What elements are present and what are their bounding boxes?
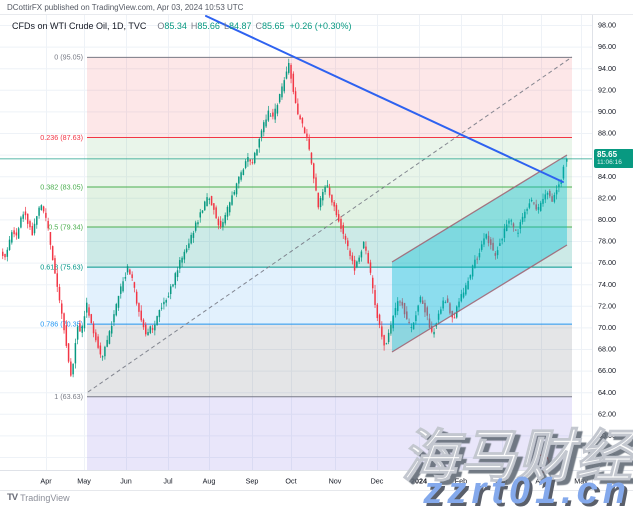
time-axis-label: Oct xyxy=(285,477,296,486)
channel-upper-line xyxy=(391,154,568,263)
parallel-channel[interactable] xyxy=(391,154,568,353)
price-axis-label: 72.00 xyxy=(598,301,616,310)
time-axis-label: May xyxy=(77,477,91,486)
fib-retracement-bands[interactable] xyxy=(87,56,572,470)
annotation-ellipse[interactable] xyxy=(531,453,552,475)
price-axis-label: 82.00 xyxy=(598,193,616,202)
price-axis-label: 80.00 xyxy=(598,215,616,224)
last-price-badge: 85.65 11:06:16 xyxy=(594,148,633,168)
fib-band xyxy=(87,226,572,267)
price-axis-label: 60.00 xyxy=(598,431,616,440)
price-axis-label: 74.00 xyxy=(598,280,616,289)
price-axis-label: 68.00 xyxy=(598,345,616,354)
tradingview-logo[interactable]: TV TradingView xyxy=(7,492,70,503)
change-value: +0.26 (+0.30%) xyxy=(289,21,352,31)
tradingview-logo-label: TradingView xyxy=(20,492,70,503)
fib-level-label: 0.236 (87.63) xyxy=(40,133,83,142)
ohlc-open-key: O xyxy=(157,21,165,31)
ohlc-close-key: C xyxy=(255,21,262,31)
ohlc-low-value: 84.87 xyxy=(228,21,252,31)
price-axis-label: 92.00 xyxy=(598,85,616,94)
ohlc-open-value: 85.34 xyxy=(164,21,187,31)
time-axis-label: Aug xyxy=(203,477,216,486)
fib-levels[interactable]: 0 (95.05) 0.236 (87.63) 0.382 (83.05) 0.5 (… xyxy=(40,53,572,401)
price-axis-label: 94.00 xyxy=(598,64,616,73)
published-bar: DCottirFX published on TradingView.com, … xyxy=(0,0,633,15)
fib-band xyxy=(87,136,572,187)
ohlc-high-value: 85.66 xyxy=(197,21,220,31)
price-axis[interactable]: 98.0096.0094.0092.0090.0088.0086.0084.00… xyxy=(598,21,616,462)
candlestick-series xyxy=(2,58,568,378)
bar-countdown: 11:06:16 xyxy=(597,159,622,167)
fib-band xyxy=(87,56,572,137)
symbol-title: CFDs on WTI Crude Oil, 1D, TVC xyxy=(12,21,147,31)
fib-level-label: 0.382 (83.05) xyxy=(40,182,83,191)
fib-level-label: 0 (95.05) xyxy=(54,53,83,62)
price-axis-label: 96.00 xyxy=(598,42,616,51)
descending-trendline[interactable] xyxy=(205,15,564,183)
time-axis-label: Dec xyxy=(371,477,384,486)
channel-fill xyxy=(392,155,567,352)
grid xyxy=(0,15,592,470)
published-text: DCottirFX published on TradingView.com, … xyxy=(7,3,244,12)
tradingview-logo-icon: TV xyxy=(7,492,18,503)
last-price-value: 85.65 xyxy=(597,149,618,159)
price-axis-label: 90.00 xyxy=(598,107,616,116)
price-axis-label: 98.00 xyxy=(598,21,616,30)
price-axis-label: 76.00 xyxy=(598,258,616,267)
channel-lower-line xyxy=(391,244,568,353)
price-axis-label: 64.00 xyxy=(598,388,616,397)
price-axis-label: 88.00 xyxy=(598,129,616,138)
time-axis-label: Sep xyxy=(246,477,259,486)
price-axis-label: 66.00 xyxy=(598,366,616,375)
time-axis-label: Feb xyxy=(455,477,467,486)
fib-level-label: 0.5 (79.34) xyxy=(48,222,83,231)
price-axis-label: 70.00 xyxy=(598,323,616,332)
price-axis-label: 62.00 xyxy=(598,409,616,418)
price-axis-label: 78.00 xyxy=(598,237,616,246)
fib-trendline-dashed[interactable] xyxy=(87,56,573,393)
fib-level-label: 0.618 (75.63) xyxy=(40,262,83,271)
fib-band xyxy=(87,266,572,324)
fib-band xyxy=(87,323,572,397)
fib-level-label: 0.786 (70.35) xyxy=(40,319,83,328)
time-axis-label: May xyxy=(574,477,588,486)
fib-level-label: 1 (63.63) xyxy=(54,392,83,401)
time-axis-label: Jun xyxy=(120,477,132,486)
price-axis-label: 84.00 xyxy=(598,172,616,181)
time-axis-label: Apr xyxy=(535,477,547,486)
fib-band xyxy=(87,396,572,470)
time-axis-label: Nov xyxy=(329,477,342,486)
time-axis[interactable]: Apr May Jun Jul Aug Sep Oct Nov Dec 2024 Feb Mar Apr… xyxy=(40,477,588,486)
time-axis-label: Apr xyxy=(40,477,52,486)
chart-legend[interactable]: CFDs on WTI Crude Oil, 1D, TVC O85.34 H85.… xyxy=(12,21,352,31)
ohlc-close-value: 85.65 xyxy=(261,21,285,31)
price-axis-label: 58.00 xyxy=(598,453,616,462)
ohlc-high-key: H xyxy=(190,21,198,31)
ohlc-low-key: L xyxy=(223,21,229,31)
time-axis-label: 2024 xyxy=(411,477,427,486)
time-axis-label: Jul xyxy=(163,477,173,486)
time-axis-label: Mar xyxy=(496,477,509,486)
